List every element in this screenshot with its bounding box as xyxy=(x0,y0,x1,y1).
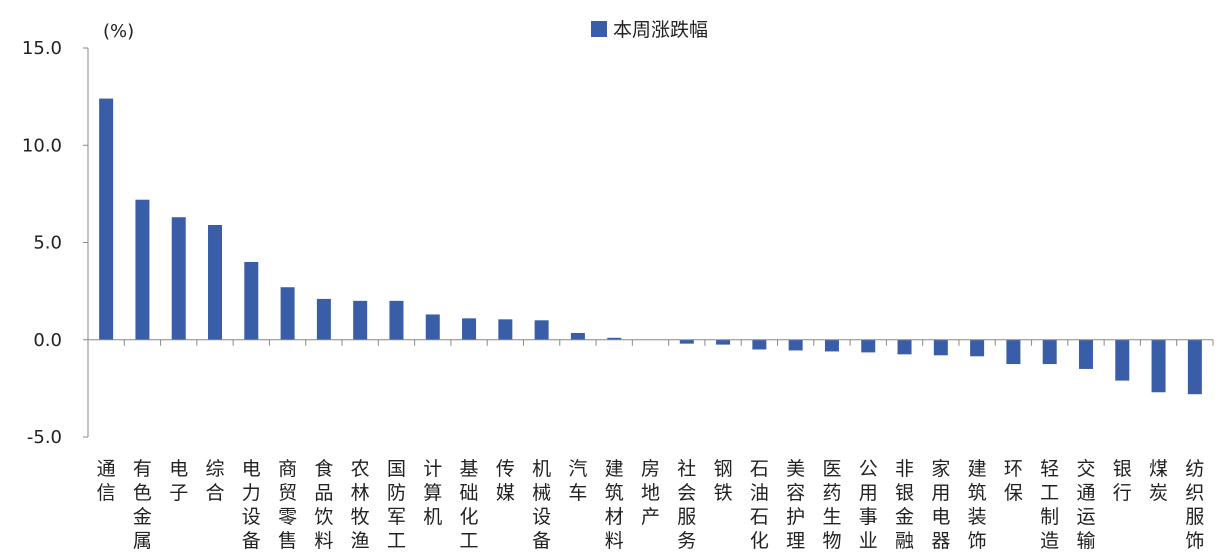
category-label: 建筑装饰 xyxy=(968,458,987,552)
category-label: 机械设备 xyxy=(532,458,551,552)
bar-国防军工 xyxy=(389,300,404,340)
bar-轻工制造 xyxy=(1042,339,1057,365)
bar-美容护理 xyxy=(788,339,803,351)
category-label: 公用事业 xyxy=(859,458,878,552)
bar-建筑材料 xyxy=(607,337,622,340)
category-label: 农林牧渔 xyxy=(351,458,370,552)
category-label: 建筑材料 xyxy=(605,458,624,552)
category-label: 石油石化 xyxy=(750,458,769,552)
category-label: 非银金融 xyxy=(895,458,914,552)
category-label: 煤炭 xyxy=(1149,458,1168,504)
bar-银行 xyxy=(1115,339,1130,381)
bar-计算机 xyxy=(425,314,440,340)
bar-钢铁 xyxy=(716,339,731,345)
category-label: 国防军工 xyxy=(387,458,406,552)
y-axis: 15.0 10.0 5.0 0.0 -5.0 xyxy=(22,38,89,448)
bar-煤炭 xyxy=(1151,339,1166,393)
bar-汽车 xyxy=(570,332,585,340)
category-label: 汽车 xyxy=(568,458,587,504)
bar-商贸零售 xyxy=(280,287,295,340)
bar-纺织服饰 xyxy=(1187,339,1202,395)
y-axis-unit-label: (%) xyxy=(103,21,134,42)
category-label: 商贸零售 xyxy=(278,458,297,552)
y-tick-label: 5.0 xyxy=(33,233,62,254)
category-label: 有色金属 xyxy=(133,458,152,552)
bar-农林牧渔 xyxy=(353,300,368,340)
category-label: 交通运输 xyxy=(1076,458,1095,552)
y-tick-label: 10.0 xyxy=(22,135,62,156)
bar-通信 xyxy=(99,98,114,340)
bar-医药生物 xyxy=(824,339,839,352)
bar-非银金融 xyxy=(897,339,912,355)
category-label: 环保 xyxy=(1004,458,1023,504)
legend-swatch xyxy=(591,21,607,37)
bar-社会服务 xyxy=(679,339,694,344)
category-label: 纺织服饰 xyxy=(1185,458,1204,552)
legend: 本周涨跌幅 xyxy=(591,19,708,41)
bar-环保 xyxy=(1006,339,1021,365)
category-label: 银行 xyxy=(1113,458,1132,504)
bar-交通运输 xyxy=(1078,339,1093,369)
bar-综合 xyxy=(208,224,223,340)
category-label: 家用电器 xyxy=(931,458,950,552)
bar-家用电器 xyxy=(933,339,948,356)
x-axis xyxy=(87,339,1214,346)
bar-电力设备 xyxy=(244,261,259,340)
category-label: 钢铁 xyxy=(714,458,733,504)
y-tick-label: 0.0 xyxy=(33,330,62,351)
bar-石油石化 xyxy=(752,339,767,350)
bar-电子 xyxy=(171,217,186,340)
category-label: 美容护理 xyxy=(786,458,805,552)
category-label: 轻工制造 xyxy=(1040,458,1059,552)
category-label: 电子 xyxy=(169,458,188,504)
category-label: 基础化工 xyxy=(460,458,479,552)
category-label: 电力设备 xyxy=(242,458,261,552)
bar-建筑装饰 xyxy=(970,339,985,357)
bar-基础化工 xyxy=(462,318,477,340)
y-tick-label: 15.0 xyxy=(22,38,62,59)
bar-机械设备 xyxy=(534,320,549,340)
y-tick-label: -5.0 xyxy=(27,427,62,448)
category-label: 食品饮料 xyxy=(314,458,333,552)
category-label: 社会服务 xyxy=(677,458,696,552)
category-label: 房地产 xyxy=(641,458,660,528)
bars xyxy=(99,98,1202,395)
category-label: 综合 xyxy=(206,458,225,504)
bar-传媒 xyxy=(498,319,513,340)
bar-有色金属 xyxy=(135,199,150,340)
category-label: 医药生物 xyxy=(822,458,841,552)
category-label: 计算机 xyxy=(423,458,442,528)
category-labels: 通信有色金属电子综合电力设备商贸零售食品饮料农林牧渔国防军工计算机基础化工传媒机… xyxy=(97,458,1205,552)
bar-食品饮料 xyxy=(316,298,331,340)
legend-label: 本周涨跌幅 xyxy=(613,19,708,41)
category-label: 通信 xyxy=(97,458,116,504)
category-label: 传媒 xyxy=(496,458,515,504)
bar-公用事业 xyxy=(861,339,876,353)
